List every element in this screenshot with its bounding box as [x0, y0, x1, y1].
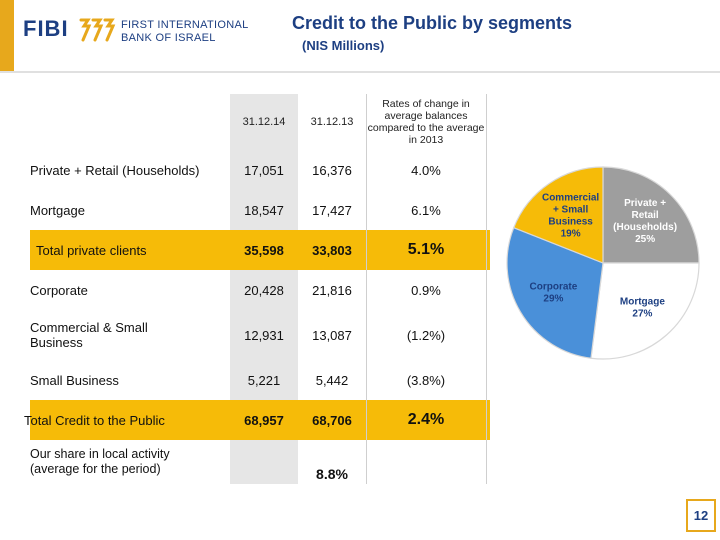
rate-change: (1.2%) — [406, 327, 446, 343]
header-grey-cell — [230, 94, 298, 150]
column-divider — [366, 94, 367, 484]
slice-commercial-small-business — [512, 166, 604, 264]
pie-slice-label: Mortgage 27% — [620, 297, 665, 320]
row-label: Commercial & Small Business — [30, 320, 148, 350]
slice-corporate — [506, 226, 604, 359]
value-2013: 16,376 — [312, 162, 352, 178]
pie-slice-label: Corporate 29% — [530, 281, 578, 304]
value-2013: 33,803 — [312, 242, 352, 258]
row-label: Total private clients — [36, 242, 147, 258]
col-header-2014: 31.12.14 — [242, 116, 286, 128]
value-2013: 13,087 — [312, 327, 352, 343]
row-label: Small Business — [30, 372, 119, 388]
page-title: Credit to the Public by segments — [292, 13, 573, 33]
bank-name-line2: BANK OF ISRAEL — [121, 32, 216, 44]
page-subtitle: (NIS Millions) — [302, 38, 385, 53]
rate-change: 4.0% — [411, 162, 441, 178]
row-label: Mortgage — [30, 202, 85, 218]
pie-slice-label: Private + Retail (Households) 25% — [613, 198, 677, 245]
rate-change: 5.1% — [407, 241, 445, 258]
bank-name-line1: FIRST INTERNATIONAL — [121, 19, 249, 31]
share-value: 8.8% — [316, 466, 348, 482]
value-2013: 68,706 — [312, 412, 352, 428]
rate-change: 6.1% — [411, 202, 441, 218]
table-row-total-credit: Total Credit to the Public 68,957 68,706… — [24, 400, 490, 440]
rate-change — [366, 440, 486, 484]
row-label: Total Credit to the Public — [24, 412, 165, 428]
table-row: Private + Retail (Households) 17,051 16,… — [30, 150, 490, 190]
header: FIBI FIRST INTERNATIONAL BANK OF ISRAEL … — [0, 0, 720, 73]
column-divider — [486, 94, 487, 484]
accent-bar — [0, 0, 14, 72]
rate-change: 2.4% — [407, 411, 445, 428]
value-2014: 5,221 — [230, 360, 298, 400]
value-2014: 17,051 — [230, 150, 298, 190]
col-header-2013: 31.12.13 — [310, 116, 354, 128]
value-2013: 21,816 — [312, 282, 352, 298]
col-header-rates: Rates of change in average balances comp… — [367, 98, 485, 146]
value-2014: 20,428 — [230, 270, 298, 310]
rate-change: (3.8%) — [406, 372, 446, 388]
header-divider — [0, 71, 720, 73]
table-row-total-private: Total private clients 35,598 33,803 5.1% — [30, 230, 490, 270]
rate-change: 0.9% — [411, 282, 441, 298]
table-row: Small Business 5,221 5,442 (3.8%) — [30, 360, 490, 400]
value-2014: 68,957 — [244, 412, 284, 428]
table-row: Corporate 20,428 21,816 0.9% — [30, 270, 490, 310]
segments-pie-chart: Private + Retail (Households) 25% Mortgage 27… — [506, 166, 700, 360]
slice-mortgage — [590, 262, 700, 360]
value-2013: 17,427 — [312, 202, 352, 218]
value-2014: 18,547 — [230, 190, 298, 230]
page-number: 12 — [686, 499, 716, 532]
value-2013: 5,442 — [315, 372, 349, 388]
table-row: Commercial & Small Business 12,931 13,08… — [30, 310, 490, 360]
table-header-row: 31.12.14 31.12.13 Rates of change in ave… — [30, 94, 490, 150]
pie-slice-label: Commercial + Small Business 19% — [542, 192, 599, 239]
value-2014 — [230, 440, 298, 484]
slice-private-retail — [602, 166, 700, 264]
logo-mark-icon — [79, 18, 116, 42]
table-row-share: Our share in local activity (average for… — [30, 440, 490, 484]
value-2014: 12,931 — [230, 310, 298, 360]
row-label: Private + Retail (Households) — [30, 162, 200, 178]
row-label: Our share in local activity (average for… — [30, 447, 170, 476]
logo-text: FIBI — [23, 16, 69, 41]
value-2014: 35,598 — [244, 242, 284, 258]
table-row: Mortgage 18,547 17,427 6.1% — [30, 190, 490, 230]
row-label: Corporate — [30, 282, 88, 298]
